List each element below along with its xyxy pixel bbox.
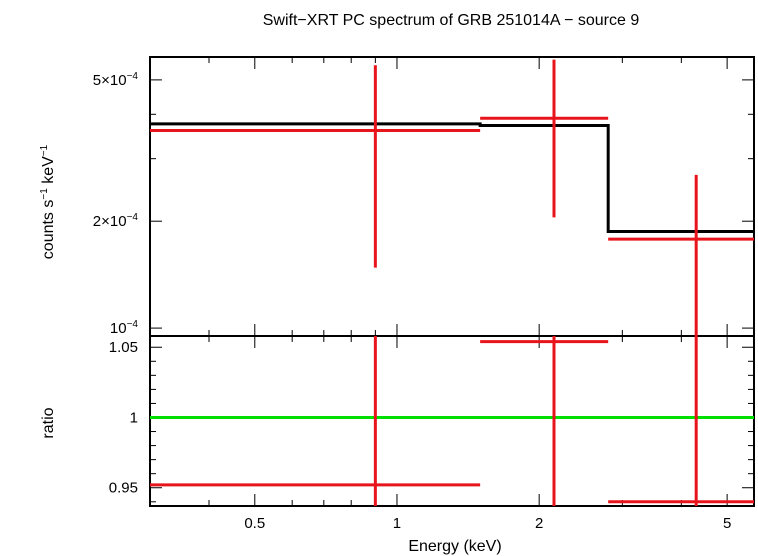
y-tick-label: 10−4 — [110, 319, 139, 337]
ratio-y-tick-label: 1.05 — [109, 339, 138, 356]
ratio-y-tick-label: 0.95 — [109, 480, 138, 497]
ratio-plot-frame — [149, 335, 755, 507]
main-plot-frame — [149, 56, 755, 337]
model-step-line — [150, 122, 754, 234]
x-tick-label: 1 — [393, 515, 401, 532]
chart-title: Swift−XRT PC spectrum of GRB 251014A − s… — [263, 12, 640, 29]
x-tick-label: 2 — [535, 515, 543, 532]
ratio-y-axis-label: ratio — [40, 407, 57, 438]
y-tick-label: 5×10−4 — [93, 71, 139, 89]
x-tick-label: 5 — [723, 515, 731, 532]
main-y-axis-label: counts s−1 keV−1 — [39, 144, 57, 259]
x-tick-label: 0.5 — [244, 515, 265, 532]
y-tick-label: 2×10−4 — [93, 212, 139, 230]
ratio-y-tick-label: 1 — [130, 409, 138, 426]
x-axis-label: Energy (keV) — [408, 538, 501, 555]
